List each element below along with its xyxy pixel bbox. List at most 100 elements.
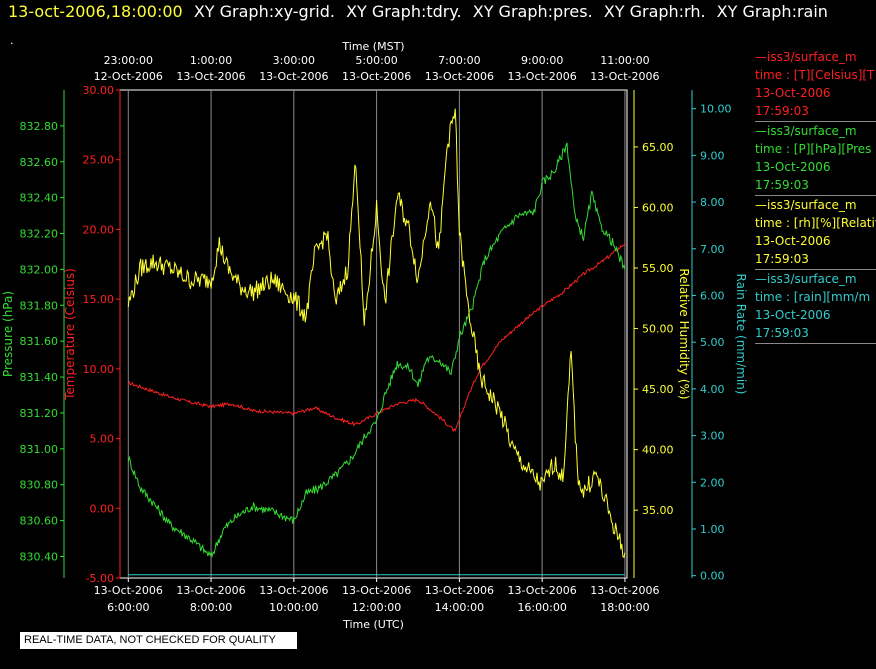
pressure-axis-tick-label: 832.80: [20, 120, 59, 133]
bottom-axis-label: Time (UTC): [342, 618, 404, 631]
legend-date: 13-Oct-2006: [755, 86, 831, 100]
bottom-tick-date: 13-Oct-2006: [259, 584, 328, 597]
pressure-axis-tick-label: 830.80: [20, 479, 59, 492]
top-tick-time: 5:00:00: [355, 54, 397, 67]
temperature-axis-tick-label: 10.00: [83, 363, 115, 376]
temperature-axis-tick-label: -5.00: [86, 572, 114, 585]
bottom-tick-time: 10:00:00: [269, 601, 318, 614]
legend-date: 13-Oct-2006: [755, 308, 831, 322]
pressure-axis-tick-label: 832.20: [20, 228, 59, 241]
temperature-axis-tick-label: 25.00: [83, 154, 115, 167]
legend-time: 17:59:03: [755, 104, 809, 118]
rain-axis-tick-label: 3.00: [700, 430, 725, 443]
window-header: 13-oct-2006,18:00:00 XY Graph:xy-grid. X…: [8, 2, 828, 21]
legend-date: 13-Oct-2006: [755, 160, 831, 174]
series-line-relative-humidity: [127, 108, 626, 559]
temperature-axis-tick-label: 0.00: [90, 502, 115, 515]
humidity-axis-tick-label: 55.00: [642, 262, 674, 275]
bottom-tick-date: 13-Oct-2006: [590, 584, 659, 597]
rain-axis-tick-label: 1.00: [700, 523, 725, 536]
humidity-axis-axis-label: Relative Humidity (%): [677, 268, 691, 399]
legend-entry-pressure: —iss3/surface_m time : [P][hPa][Pres 13-…: [755, 122, 876, 196]
top-tick-date: 13-Oct-2006: [259, 70, 328, 83]
legend-variable: time : [T][Celsius][T: [755, 68, 875, 82]
legend-variable: time : [P][hPa][Pres: [755, 142, 872, 156]
bottom-tick-time: 14:00:00: [435, 601, 484, 614]
top-tick-date: 13-Oct-2006: [342, 70, 411, 83]
legend-time: 17:59:03: [755, 326, 809, 340]
header-timestamp: 13-oct-2006,18:00:00: [8, 2, 183, 21]
rain-axis-axis-label: Rain Rate (mm/min): [734, 274, 748, 395]
legend-time: 17:59:03: [755, 252, 809, 266]
top-tick-date: 13-Oct-2006: [590, 70, 659, 83]
pressure-axis-tick-label: 831.40: [20, 371, 59, 384]
bottom-tick-time: 8:00:00: [190, 601, 232, 614]
bottom-tick-time: 12:00:00: [352, 601, 401, 614]
series-line-temperature: [128, 243, 626, 433]
humidity-axis-tick-label: 45.00: [642, 383, 674, 396]
graph-title-3: XY Graph:pres.: [472, 2, 593, 21]
quality-warning-badge: REAL-TIME DATA, NOT CHECKED FOR QUALITY: [20, 632, 297, 649]
top-tick-time: 23:00:00: [104, 54, 153, 67]
humidity-axis-tick-label: 40.00: [642, 444, 674, 457]
bottom-tick-date: 13-Oct-2006: [94, 584, 163, 597]
rain-axis-tick-label: 0.00: [700, 570, 725, 583]
top-axis-label: Time (MST): [341, 40, 404, 53]
rain-axis-tick-label: 8.00: [700, 196, 725, 209]
bottom-tick-date: 13-Oct-2006: [425, 584, 494, 597]
top-tick-time: 3:00:00: [273, 54, 315, 67]
legend: —iss3/surface_m time : [T][Celsius][T 13…: [755, 48, 876, 344]
temperature-axis-axis-label: Temperature (Celsius): [63, 268, 77, 401]
legend-entry-temperature: —iss3/surface_m time : [T][Celsius][T 13…: [755, 48, 876, 122]
legend-date: 13-Oct-2006: [755, 234, 831, 248]
top-tick-date: 13-Oct-2006: [176, 70, 245, 83]
legend-variable: time : [rh][%][Relativ: [755, 216, 876, 230]
temperature-axis-tick-label: 30.00: [83, 84, 115, 97]
legend-entry-humidity: —iss3/surface_m time : [rh][%][Relativ 1…: [755, 196, 876, 270]
top-tick-time: 1:00:00: [190, 54, 232, 67]
pressure-axis-tick-label: 831.60: [20, 335, 59, 348]
pressure-axis-tick-label: 831.00: [20, 443, 59, 456]
pressure-axis-tick-label: 832.00: [20, 263, 59, 276]
series-line-pressure: [127, 142, 626, 558]
pressure-axis-tick-label: 832.60: [20, 156, 59, 169]
pressure-axis-tick-label: 830.40: [20, 550, 59, 563]
rain-axis-tick-label: 5.00: [700, 336, 725, 349]
humidity-axis-tick-label: 60.00: [642, 201, 674, 214]
top-tick-date: 12-Oct-2006: [94, 70, 163, 83]
humidity-axis-tick-label: 35.00: [642, 504, 674, 517]
top-tick-time: 9:00:00: [521, 54, 563, 67]
rain-axis-tick-label: 7.00: [700, 243, 725, 256]
temperature-axis-tick-label: 5.00: [90, 433, 115, 446]
pressure-axis-axis-label: Pressure (hPa): [1, 291, 15, 377]
top-tick-time: 7:00:00: [438, 54, 480, 67]
rain-axis-tick-label: 4.00: [700, 383, 725, 396]
bottom-tick-time: 6:00:00: [107, 601, 149, 614]
legend-source: —iss3/surface_m: [755, 272, 857, 286]
graph-title-4: XY Graph:rh.: [603, 2, 706, 21]
temperature-axis-tick-label: 20.00: [83, 223, 115, 236]
pressure-axis-tick-label: 831.80: [20, 299, 59, 312]
rain-axis-tick-label: 10.00: [700, 103, 732, 116]
bottom-tick-time: 18:00:00: [600, 601, 649, 614]
top-tick-time: 11:00:00: [600, 54, 649, 67]
rain-axis-tick-label: 9.00: [700, 149, 725, 162]
humidity-axis-tick-label: 50.00: [642, 323, 674, 336]
temperature-axis-tick-label: 15.00: [83, 293, 115, 306]
bottom-tick-date: 13-Oct-2006: [176, 584, 245, 597]
pressure-axis-tick-label: 830.60: [20, 515, 59, 528]
bottom-tick-date: 13-Oct-2006: [342, 584, 411, 597]
humidity-axis-tick-label: 65.00: [642, 141, 674, 154]
rain-axis-tick-label: 2.00: [700, 476, 725, 489]
pressure-axis-tick-label: 831.20: [20, 407, 59, 420]
bottom-tick-time: 16:00:00: [517, 601, 566, 614]
legend-source: —iss3/surface_m: [755, 50, 857, 64]
legend-source: —iss3/surface_m: [755, 124, 857, 138]
legend-source: —iss3/surface_m: [755, 198, 857, 212]
header-dot: .: [10, 34, 14, 47]
graph-title-2: XY Graph:tdry.: [346, 2, 462, 21]
pressure-axis-tick-label: 832.40: [20, 192, 59, 205]
legend-entry-rain: —iss3/surface_m time : [rain][mm/m 13-Oc…: [755, 270, 876, 344]
top-tick-date: 13-Oct-2006: [508, 70, 577, 83]
